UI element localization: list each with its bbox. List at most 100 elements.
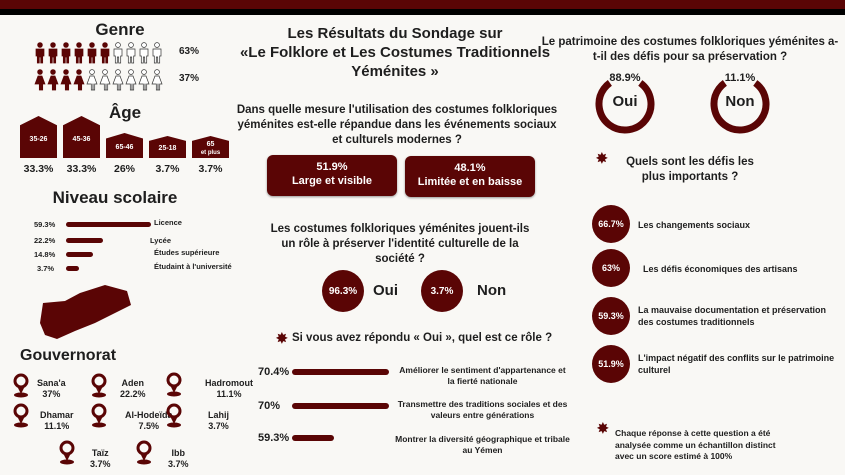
role-pct: 59.3% <box>258 432 290 444</box>
female-icon <box>125 69 137 91</box>
map-pin-icon <box>13 403 29 428</box>
page-title: Les Résultats du Sondage sur «Le Folklor… <box>235 24 555 81</box>
gov-name: Hadromout <box>205 378 253 388</box>
gov-pct: 7.5% <box>138 421 160 431</box>
yemen-map-icon <box>40 285 131 339</box>
age-label: 65 <box>206 141 215 148</box>
age-label: 65-46 <box>115 143 134 151</box>
title-line-3: Yéménites » <box>351 63 439 80</box>
gov-item: Ibb 3.7% <box>168 448 189 470</box>
role-bar <box>292 435 334 441</box>
age-pct: 3.7% <box>155 163 180 175</box>
age-pct: 33.3% <box>66 163 97 175</box>
gov-pct: 37% <box>42 389 61 399</box>
age-heading: Âge <box>108 103 142 122</box>
gov-name: Dhamar <box>40 410 74 420</box>
role-label: Transmettre des traditions sociales et d… <box>397 399 568 420</box>
edu-bar <box>66 252 94 257</box>
star-icon: ✸ <box>596 150 608 166</box>
male-icon <box>48 42 58 64</box>
gov-name: Taïz <box>91 448 109 458</box>
age-label: 45-36 <box>72 136 91 143</box>
gov-pct: 3.7% <box>208 421 229 431</box>
age-sublabel: et plus <box>200 150 221 156</box>
edu-pct: 14.8% <box>34 250 56 259</box>
challenge-label: L'impact négatif des conflits sur le pat… <box>638 353 835 375</box>
map-pin-icon <box>166 403 182 428</box>
map-pin-icon <box>91 373 107 398</box>
star-icon: ✸ <box>276 330 288 346</box>
edu-label: Lycée <box>150 236 171 245</box>
male-icon <box>35 42 45 64</box>
q2-oui-label: Oui <box>373 282 398 299</box>
map-pin-icon <box>166 372 182 397</box>
age-bar: 25-18 <box>149 136 186 158</box>
star-icon: ✸ <box>597 420 609 436</box>
genre-pct: 37% <box>179 73 200 84</box>
education-heading: Niveau scolaire <box>52 188 178 207</box>
q2-question: Les costumes folkloriques yéménites joue… <box>270 223 530 265</box>
edu-pct: 3.7% <box>37 264 55 273</box>
gov-name: Aden <box>121 378 145 388</box>
donut-ring <box>710 74 770 134</box>
title-line-2: «Le Folklore et Les Costumes Traditionne… <box>239 44 551 61</box>
age-section: 35-26 33.3% 45-36 33.3% 65-46 26% 25-18 3.7% 65 e… <box>20 115 230 180</box>
gov-name: Al-Hodeïda <box>125 410 173 420</box>
q1-answer-limitee: 48.1% Limitée et en baisse <box>405 156 535 197</box>
female-icon <box>138 69 150 91</box>
answer-label: Limitée et en baisse <box>417 176 523 188</box>
male-icon <box>113 42 123 64</box>
role-bar <box>292 369 389 375</box>
age-pct: 26% <box>113 163 135 175</box>
edu-label: Études supérieure <box>154 248 220 257</box>
map-pin-icon <box>59 440 75 465</box>
answer-pct: 51.9% <box>316 161 348 173</box>
male-icon <box>100 42 110 64</box>
age-bar: 65 et plus <box>192 136 229 158</box>
q2-non-label: Non <box>477 282 507 299</box>
gov-name: Ibb <box>171 448 186 458</box>
footnote: Chaque réponse à cette question a été an… <box>615 428 776 461</box>
q1-answer-large: 51.9% Large et visible <box>267 155 397 196</box>
gov-item: Taïz 3.7% <box>90 448 111 470</box>
gov-pct: 11.1% <box>44 421 70 431</box>
challenge-pct: 63% <box>592 249 630 287</box>
female-icon <box>47 69 59 91</box>
answer-pct: 48.1% <box>454 162 486 174</box>
edu-bar <box>66 222 152 227</box>
gov-item: Al-Hodeïda 7.5% <box>125 410 173 432</box>
gov-item: Dhamar 11.1% <box>40 410 74 432</box>
male-icon <box>61 42 71 64</box>
donut-ring <box>595 74 655 134</box>
edu-pct: 59.3% <box>34 220 56 229</box>
age-bar: 65-46 <box>106 133 143 158</box>
role-bar <box>292 403 389 409</box>
female-icon <box>86 69 98 91</box>
q2-oui-pct: 96.3% <box>322 270 364 312</box>
gouvernorat-section: Sana'a 37% Aden 22.2% Hadromout 11.1% Dhamar 11… <box>0 0 253 475</box>
age-bar: 45-36 <box>63 116 100 158</box>
gov-name: Lahij <box>208 410 230 420</box>
female-icon <box>151 69 163 91</box>
male-icon <box>126 42 136 64</box>
edu-bar <box>66 266 79 271</box>
male-icon <box>87 42 97 64</box>
edu-label: Licence <box>154 218 182 227</box>
gov-pct: 22.2% <box>120 389 146 399</box>
genre-pct: 63% <box>179 46 200 57</box>
gov-pct: 11.1% <box>216 389 242 399</box>
age-label: 35-26 <box>29 136 48 143</box>
female-icon <box>60 69 72 91</box>
age-bar: 35-26 <box>20 116 57 158</box>
q1-question: Dans quelle mesure l'utilisation des cos… <box>236 104 558 146</box>
edu-pct: 22.2% <box>34 236 56 245</box>
map-pin-icon <box>13 373 29 398</box>
male-icon <box>152 42 162 64</box>
donut-label: Oui <box>612 93 638 110</box>
donut-pct: 88.9% <box>609 72 641 84</box>
role-label: Améliorer le sentiment d'appartenance et… <box>399 365 566 386</box>
female-icon <box>99 69 111 91</box>
q2-non-pct: 3.7% <box>421 270 463 312</box>
gov-item: Aden 22.2% <box>120 378 146 400</box>
gouvernorat-heading: Gouvernorat <box>20 347 117 364</box>
